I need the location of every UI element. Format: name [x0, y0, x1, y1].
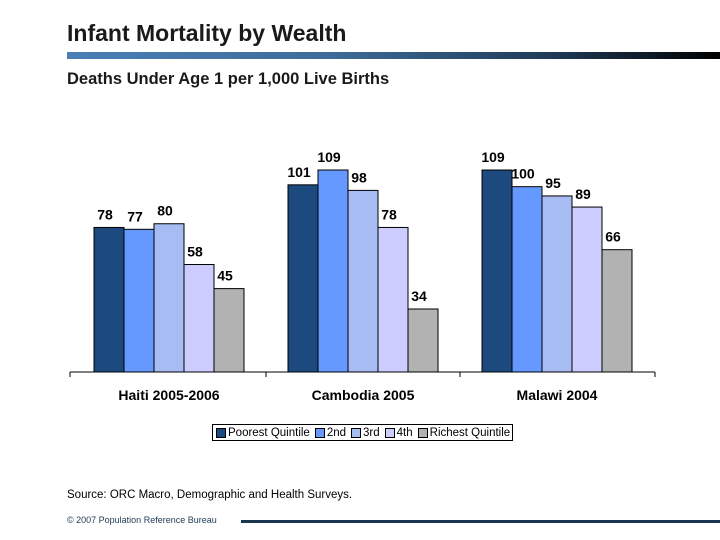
legend-swatch — [417, 427, 428, 438]
legend-item: 4th — [384, 426, 413, 439]
bar — [407, 308, 439, 373]
bar — [541, 195, 573, 373]
legend-item: 2nd — [314, 426, 347, 439]
bar — [317, 169, 349, 373]
bar — [213, 288, 245, 373]
data-label: 77 — [127, 208, 143, 224]
data-label: 100 — [511, 166, 535, 182]
bar — [153, 223, 185, 373]
slide-title: Infant Mortality by Wealth — [67, 20, 347, 46]
legend-swatch — [216, 427, 226, 438]
category-label: Cambodia 2005 — [312, 387, 415, 403]
data-label: 58 — [187, 244, 203, 260]
bar — [511, 186, 543, 373]
data-label: 109 — [481, 149, 505, 165]
legend-label: 2nd — [326, 426, 347, 439]
data-label: 34 — [411, 288, 427, 304]
data-label: 78 — [381, 206, 397, 222]
data-label: 78 — [97, 206, 113, 222]
chart-subtitle: Deaths Under Age 1 per 1,000 Live Births — [67, 70, 390, 88]
legend-label: Richest Quintile — [429, 426, 511, 439]
bar — [481, 169, 513, 373]
bar — [347, 189, 379, 373]
category-label: Haiti 2005-2006 — [118, 387, 219, 403]
bar — [601, 249, 633, 373]
data-label: 101 — [287, 164, 311, 180]
title-divider — [67, 52, 720, 59]
bar — [377, 226, 409, 373]
legend-item: Poorest Quintile — [216, 427, 310, 439]
legend-label: Poorest Quintile — [228, 426, 310, 439]
footer-divider — [241, 520, 720, 523]
legend-label: 3rd — [363, 426, 380, 439]
bar — [571, 206, 603, 373]
legend-swatch — [351, 427, 362, 438]
data-label: 109 — [317, 149, 341, 165]
legend-swatch — [384, 427, 395, 438]
bar — [123, 228, 155, 373]
data-label: 80 — [157, 203, 173, 219]
legend-item: Richest Quintile — [417, 426, 511, 439]
legend-label: 4th — [396, 426, 413, 439]
bar — [287, 184, 319, 373]
copyright: © 2007 Population Reference Bureau — [67, 515, 217, 525]
legend: Poorest Quintile 2nd 3rd 4th Richest Quintil… — [212, 424, 513, 441]
data-label: 95 — [545, 175, 561, 191]
data-label: 89 — [575, 186, 591, 202]
bar — [93, 226, 125, 373]
category-label: Malawi 2004 — [517, 387, 598, 403]
bar — [183, 264, 215, 373]
data-label: 98 — [351, 169, 367, 185]
legend-swatch — [314, 427, 325, 438]
data-label: 66 — [605, 229, 621, 245]
data-label: 45 — [217, 268, 233, 284]
source-note: Source: ORC Macro, Demographic and Healt… — [67, 489, 353, 501]
legend-item: 3rd — [351, 427, 380, 439]
